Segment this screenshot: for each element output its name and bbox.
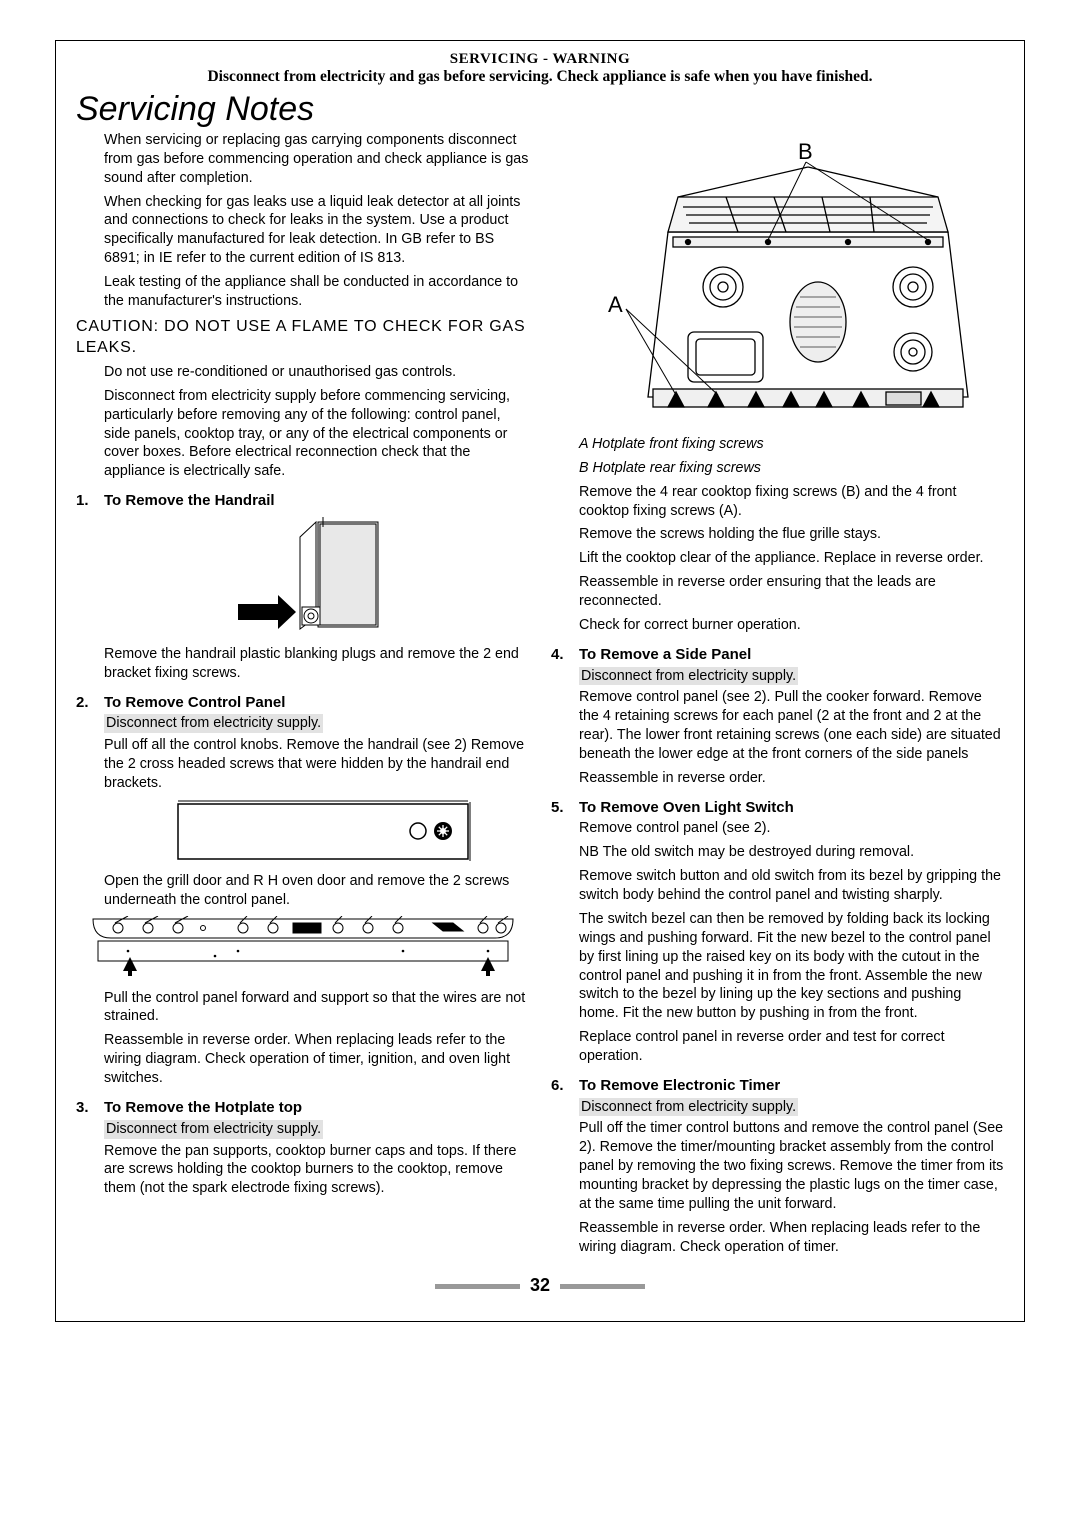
columns: When servicing or replacing gas carrying… [76,131,1004,1261]
disconnect-notice: Disconnect from electricity supply. [579,667,798,686]
body-text: Pull the control panel forward and suppo… [76,989,529,1027]
section-title: To Remove Oven Light Switch [579,798,794,818]
section-heading: 1. To Remove the Handrail [76,491,529,511]
right-column: B A [551,131,1004,1261]
section-number: 1. [76,491,104,511]
page-frame: SERVICING - WARNING Disconnect from elec… [55,40,1025,1322]
section-title: To Remove a Side Panel [579,645,751,665]
hotplate-figure: B A [551,137,1004,427]
caution-text: CAUTION: DO NOT USE A FLAME TO CHECK FOR… [76,316,529,358]
body-text: Lift the cooktop clear of the appliance.… [551,549,1004,568]
section-heading: 6. To Remove Electronic Timer [551,1076,1004,1096]
body-text: Remove control panel (see 2). Pull the c… [551,688,1004,763]
intro-para: Leak testing of the appliance shall be c… [76,273,529,311]
handrail-figure [76,517,529,637]
section-title: To Remove Electronic Timer [579,1076,780,1096]
body-text: Remove control panel (see 2). [551,819,1004,838]
disconnect-notice: Disconnect from electricity supply. [579,1098,798,1117]
header-warning: SERVICING - WARNING Disconnect from elec… [76,51,1004,86]
intro-para: Do not use re-conditioned or unauthorise… [76,363,529,382]
warning-title: SERVICING - WARNING [76,51,1004,68]
body-text: Remove the pan supports, cooktop burner … [76,1142,529,1199]
body-text: Pull off the timer control buttons and r… [551,1119,1004,1213]
section-heading: 2. To Remove Control Panel [76,693,529,713]
disconnect-notice: Disconnect from electricity supply. [104,1120,323,1139]
section-heading: 3. To Remove the Hotplate top [76,1098,529,1118]
section-heading: 4. To Remove a Side Panel [551,645,1004,665]
fig-label-b: B [798,139,813,164]
intro-para: When checking for gas leaks use a liquid… [76,193,529,268]
control-panel-figure-1 [76,799,529,864]
body-text: Remove the screws holding the flue grill… [551,525,1004,544]
page-title: Servicing Notes [76,90,1004,129]
warning-text: Disconnect from electricity and gas befo… [76,68,1004,86]
section-number: 6. [551,1076,579,1096]
body-text: Reassemble in reverse order. [551,769,1004,788]
fig-label-a: A [608,292,623,317]
section-number: 4. [551,645,579,665]
body-text: Check for correct burner operation. [551,616,1004,635]
body-text: Pull off all the control knobs. Remove t… [76,736,529,793]
section-title: To Remove the Hotplate top [104,1098,302,1118]
section-heading: 5. To Remove Oven Light Switch [551,798,1004,818]
body-text: Remove switch button and old switch from… [551,867,1004,905]
page-number: 32 [76,1275,1004,1296]
intro-para: When servicing or replacing gas carrying… [76,131,529,188]
section-number: 2. [76,693,104,713]
section-title: To Remove the Handrail [104,491,275,511]
body-text: Open the grill door and R H oven door an… [76,872,529,910]
body-text: NB The old switch may be destroyed durin… [551,843,1004,862]
page-number-value: 32 [425,1275,655,1295]
figure-caption: A Hotplate front fixing screws [551,435,1004,454]
body-text: Remove the 4 rear cooktop fixing screws … [551,483,1004,521]
section-number: 3. [76,1098,104,1118]
body-text: The switch bezel can then be removed by … [551,910,1004,1023]
section-title: To Remove Control Panel [104,693,285,713]
body-text: Reassemble in reverse order. When replac… [551,1219,1004,1257]
body-text: Reassemble in reverse order. When replac… [76,1031,529,1088]
figure-caption: B Hotplate rear fixing screws [551,459,1004,478]
disconnect-notice: Disconnect from electricity supply. [104,714,323,733]
body-text: Remove the handrail plastic blanking plu… [76,645,529,683]
control-panel-figure-2 [76,916,529,981]
body-text: Reassemble in reverse order ensuring tha… [551,573,1004,611]
left-column: When servicing or replacing gas carrying… [76,131,529,1261]
section-number: 5. [551,798,579,818]
body-text: Replace control panel in reverse order a… [551,1028,1004,1066]
intro-para: Disconnect from electricity supply befor… [76,387,529,481]
